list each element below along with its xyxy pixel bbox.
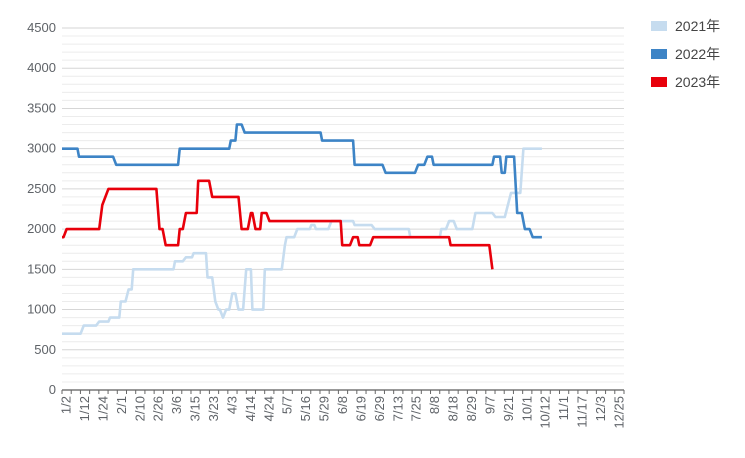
x-tick-label: 2/1 bbox=[114, 396, 129, 414]
x-tick-label: 6/19 bbox=[353, 396, 368, 421]
y-tick-label: 500 bbox=[34, 342, 56, 357]
legend-swatch bbox=[651, 77, 667, 87]
x-tick-label: 5/29 bbox=[317, 396, 332, 421]
x-tick-label: 6/8 bbox=[335, 396, 350, 414]
y-tick-label: 1000 bbox=[27, 302, 56, 317]
x-tick-label: 12/3 bbox=[593, 396, 608, 421]
x-tick-label: 8/29 bbox=[464, 396, 479, 421]
x-tick-label: 1/24 bbox=[95, 396, 110, 421]
y-tick-label: 4500 bbox=[27, 20, 56, 35]
x-tick-label: 7/25 bbox=[409, 396, 424, 421]
series-line bbox=[62, 123, 542, 239]
x-tick-label: 11/1 bbox=[556, 396, 571, 420]
x-tick-label: 1/2 bbox=[59, 396, 74, 414]
x-tick-label: 6/29 bbox=[372, 396, 387, 421]
series-line bbox=[62, 147, 542, 336]
x-tick-label: 3/6 bbox=[169, 396, 184, 414]
x-tick-label: 10/12 bbox=[538, 396, 553, 429]
x-tick-label: 3/23 bbox=[206, 396, 221, 421]
y-tick-label: 3500 bbox=[27, 100, 56, 115]
legend-swatch bbox=[651, 21, 667, 31]
legend-label: 2021年 bbox=[675, 18, 720, 34]
y-tick-label: 3000 bbox=[27, 141, 56, 156]
x-tick-label: 5/16 bbox=[298, 396, 313, 421]
x-tick-label: 4/14 bbox=[243, 396, 258, 421]
x-tick-label: 7/13 bbox=[390, 396, 405, 421]
x-tick-label: 9/21 bbox=[501, 396, 516, 421]
y-tick-label: 2500 bbox=[27, 181, 56, 196]
x-tick-label: 2/10 bbox=[132, 396, 147, 421]
x-tick-label: 10/1 bbox=[519, 396, 534, 421]
x-tick-label: 12/25 bbox=[611, 396, 626, 429]
legend-label: 2023年 bbox=[675, 74, 720, 90]
x-tick-label: 4/3 bbox=[224, 396, 239, 414]
x-tick-label: 2/26 bbox=[151, 396, 166, 421]
x-tick-label: 4/24 bbox=[261, 396, 276, 421]
x-tick-label: 3/15 bbox=[188, 396, 203, 421]
x-axis: 1/2 1/12 1/24 2/1 2/10 2/26 3/6 3/15 3/23 4/3 4/14… bbox=[59, 389, 626, 429]
legend-label: 2022年 bbox=[675, 46, 720, 62]
y-axis-tick-labels: 0 500 1000 1500 2000 2500 3000 3500 4000 4500 bbox=[27, 20, 56, 397]
x-tick-label: 11/17 bbox=[575, 396, 590, 428]
y-tick-label: 2000 bbox=[27, 221, 56, 236]
x-tick-label: 1/12 bbox=[77, 396, 92, 421]
series-line bbox=[62, 179, 494, 270]
chart-legend: 2021年 2022年 2023年 bbox=[651, 18, 720, 90]
y-tick-label: 1500 bbox=[27, 261, 56, 276]
chart-series bbox=[62, 123, 542, 336]
x-tick-label: 9/7 bbox=[482, 396, 497, 414]
x-tick-label: 5/7 bbox=[280, 396, 295, 414]
chart-gridlines bbox=[62, 27, 624, 391]
x-tick-label: 8/18 bbox=[446, 396, 461, 421]
legend-swatch bbox=[651, 49, 667, 59]
y-tick-label: 4000 bbox=[27, 60, 56, 75]
x-tick-label: 8/8 bbox=[427, 396, 442, 414]
y-tick-label: 0 bbox=[49, 382, 56, 397]
